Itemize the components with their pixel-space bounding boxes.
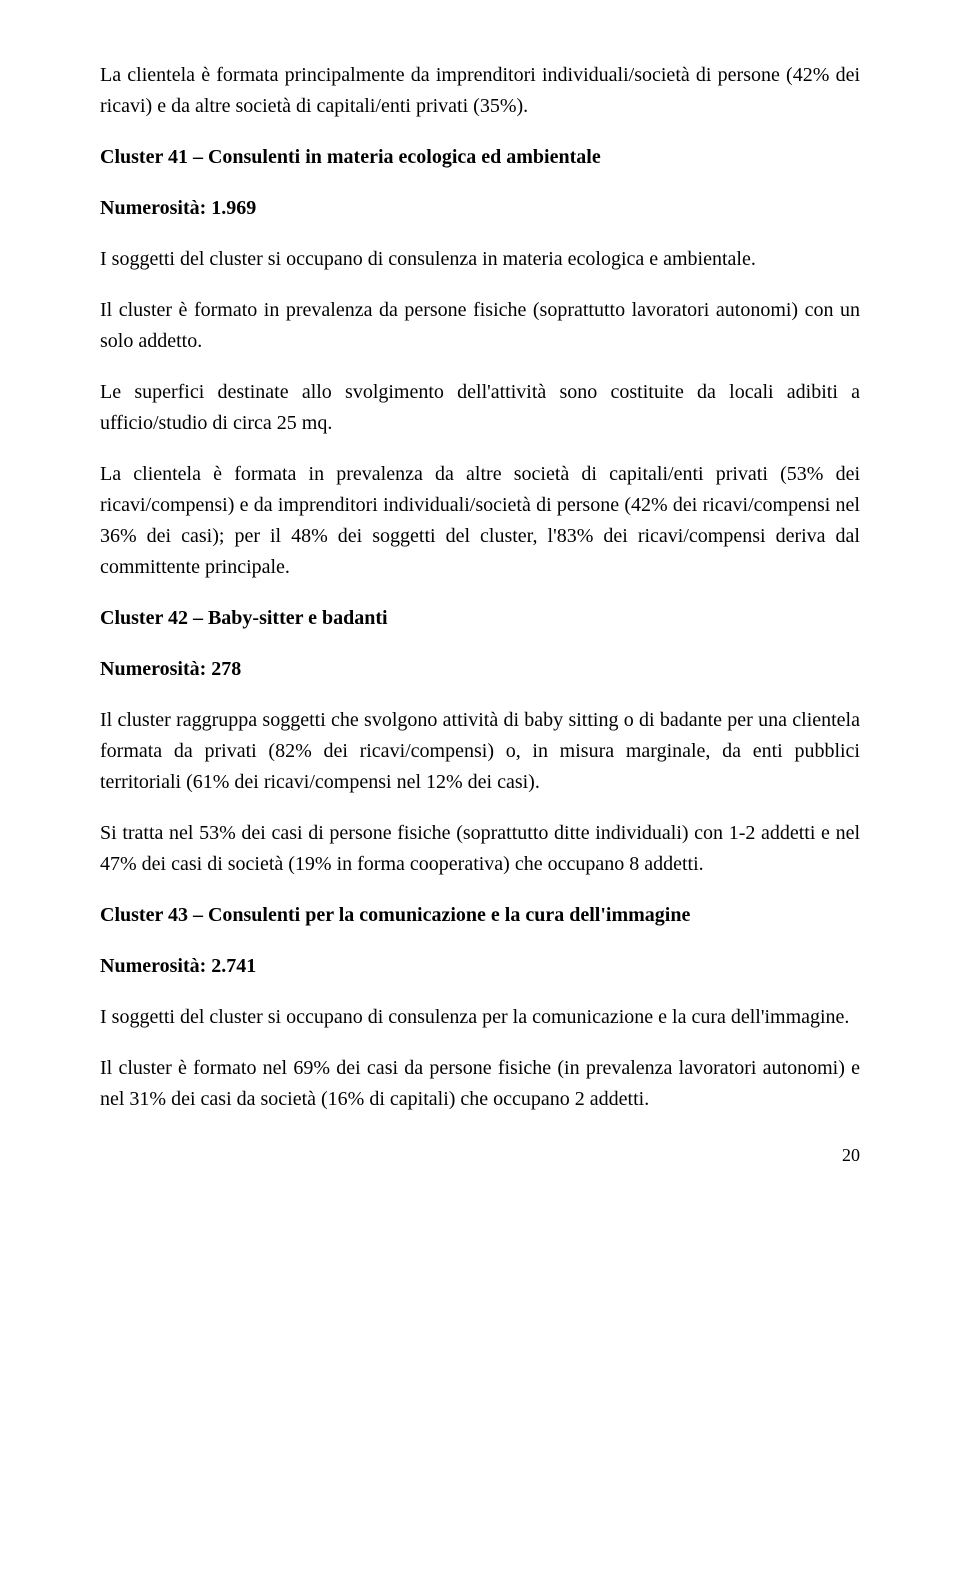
cluster-42-heading: Cluster 42 – Baby-sitter e badanti bbox=[100, 603, 860, 634]
cluster-43-heading: Cluster 43 – Consulenti per la comunicaz… bbox=[100, 900, 860, 931]
cluster-41-numerosita: Numerosità: 1.969 bbox=[100, 193, 860, 224]
cluster-43-paragraph-a: I soggetti del cluster si occupano di co… bbox=[100, 1002, 860, 1033]
page-number: 20 bbox=[100, 1145, 860, 1166]
intro-paragraph: La clientela è formata principalmente da… bbox=[100, 60, 860, 122]
cluster-41-paragraph-c: Le superfici destinate allo svolgimento … bbox=[100, 377, 860, 439]
document-page: La clientela è formata principalmente da… bbox=[0, 0, 960, 1206]
cluster-41-heading: Cluster 41 – Consulenti in materia ecolo… bbox=[100, 142, 860, 173]
cluster-42-paragraph-a: Il cluster raggruppa soggetti che svolgo… bbox=[100, 705, 860, 798]
cluster-42-paragraph-b: Si tratta nel 53% dei casi di persone fi… bbox=[100, 818, 860, 880]
cluster-42-numerosita: Numerosità: 278 bbox=[100, 654, 860, 685]
cluster-41-paragraph-a: I soggetti del cluster si occupano di co… bbox=[100, 244, 860, 275]
cluster-41-paragraph-d: La clientela è formata in prevalenza da … bbox=[100, 459, 860, 583]
cluster-43-paragraph-b: Il cluster è formato nel 69% dei casi da… bbox=[100, 1053, 860, 1115]
cluster-41-paragraph-b: Il cluster è formato in prevalenza da pe… bbox=[100, 295, 860, 357]
cluster-43-numerosita: Numerosità: 2.741 bbox=[100, 951, 860, 982]
